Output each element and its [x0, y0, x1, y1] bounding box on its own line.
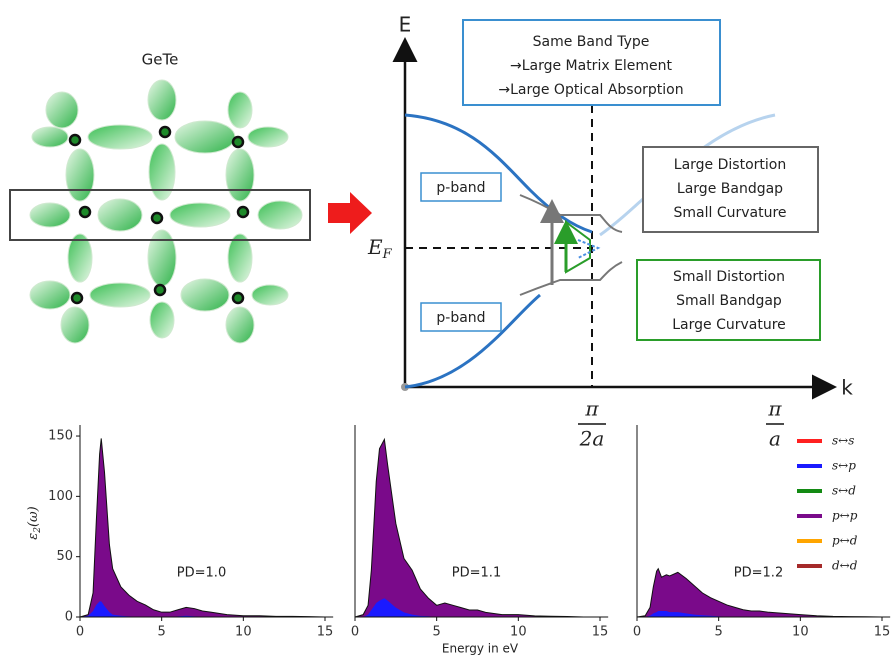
- lattice: [30, 80, 302, 343]
- fermi-label: EF: [367, 235, 393, 262]
- fermi-subscript: F: [382, 247, 393, 262]
- y-tick-label: 100: [48, 489, 73, 504]
- x-tick-label: 15: [592, 625, 609, 640]
- legend-label: p↔p: [832, 509, 858, 523]
- y-label-rest: (ω): [26, 506, 41, 527]
- annotation: PD=1.1: [452, 566, 501, 581]
- band-diagram: E k EF π 2a π a Same Band Type →Large Ma…: [367, 13, 853, 451]
- box-line: Large Curvature: [672, 317, 786, 333]
- zone-den: a: [769, 427, 781, 451]
- box-line: →Large Matrix Element: [510, 58, 673, 74]
- legend-label: d↔d: [832, 559, 858, 573]
- legend-label: s↔s: [832, 434, 854, 448]
- x-tick-label: 0: [76, 625, 84, 640]
- area: [355, 439, 600, 617]
- x-tick-label: 15: [874, 625, 891, 640]
- chart: 0 5 10 15 PD=1.2: [633, 425, 890, 640]
- x-tick-label: 5: [715, 625, 723, 640]
- legend: s↔s s↔p s↔d p↔p p↔d d↔d: [797, 434, 858, 573]
- y-tick-label: 150: [48, 429, 73, 444]
- legend-label: p↔d: [832, 534, 858, 548]
- box-line: Large Bandgap: [677, 181, 783, 197]
- box-line: Small Bandgap: [676, 293, 782, 309]
- half-zone-num: π: [584, 397, 599, 421]
- chart: 0 5 10 15 PD=1.1: [351, 425, 608, 640]
- gray-curve: [520, 262, 622, 295]
- legend-label: s↔p: [832, 459, 856, 473]
- x-axis-title: Energy in eV: [442, 642, 519, 656]
- y-label-main: ε: [26, 533, 41, 540]
- x-tick-label: 10: [235, 625, 252, 640]
- figure: GeTe: [0, 0, 892, 659]
- x-tick-label: 15: [317, 625, 334, 640]
- annotation: PD=1.0: [177, 566, 226, 581]
- x-tick-label: 0: [633, 625, 641, 640]
- zone-num: π: [767, 397, 782, 421]
- fermi-symbol: E: [367, 235, 383, 259]
- half-zone-den: 2a: [579, 427, 605, 451]
- k-axis-label: k: [841, 376, 853, 400]
- x-tick-label: 5: [433, 625, 441, 640]
- lattice-label: GeTe: [142, 51, 179, 69]
- box-line: Same Band Type: [533, 34, 650, 50]
- x-tick-label: 0: [351, 625, 359, 640]
- e-axis-label: E: [399, 13, 412, 37]
- box-line: Small Distortion: [673, 269, 785, 285]
- x-tick-label: 10: [510, 625, 527, 640]
- area: [80, 438, 325, 617]
- box-line: Small Curvature: [673, 205, 786, 221]
- p-band-label: p-band: [436, 310, 485, 326]
- p-band-label: p-band: [436, 180, 485, 196]
- y-axis-title: ε2(ω): [26, 506, 43, 539]
- red-arrow: [328, 192, 372, 234]
- box-line: →Large Optical Absorption: [498, 82, 683, 98]
- annotation: PD=1.2: [734, 566, 783, 581]
- x-tick-label: 5: [158, 625, 166, 640]
- y-tick-label: 0: [65, 610, 73, 625]
- y-tick-label: 50: [56, 549, 73, 564]
- legend-label: s↔d: [832, 484, 856, 498]
- box-line: Large Distortion: [674, 157, 786, 173]
- x-tick-label: 10: [792, 625, 809, 640]
